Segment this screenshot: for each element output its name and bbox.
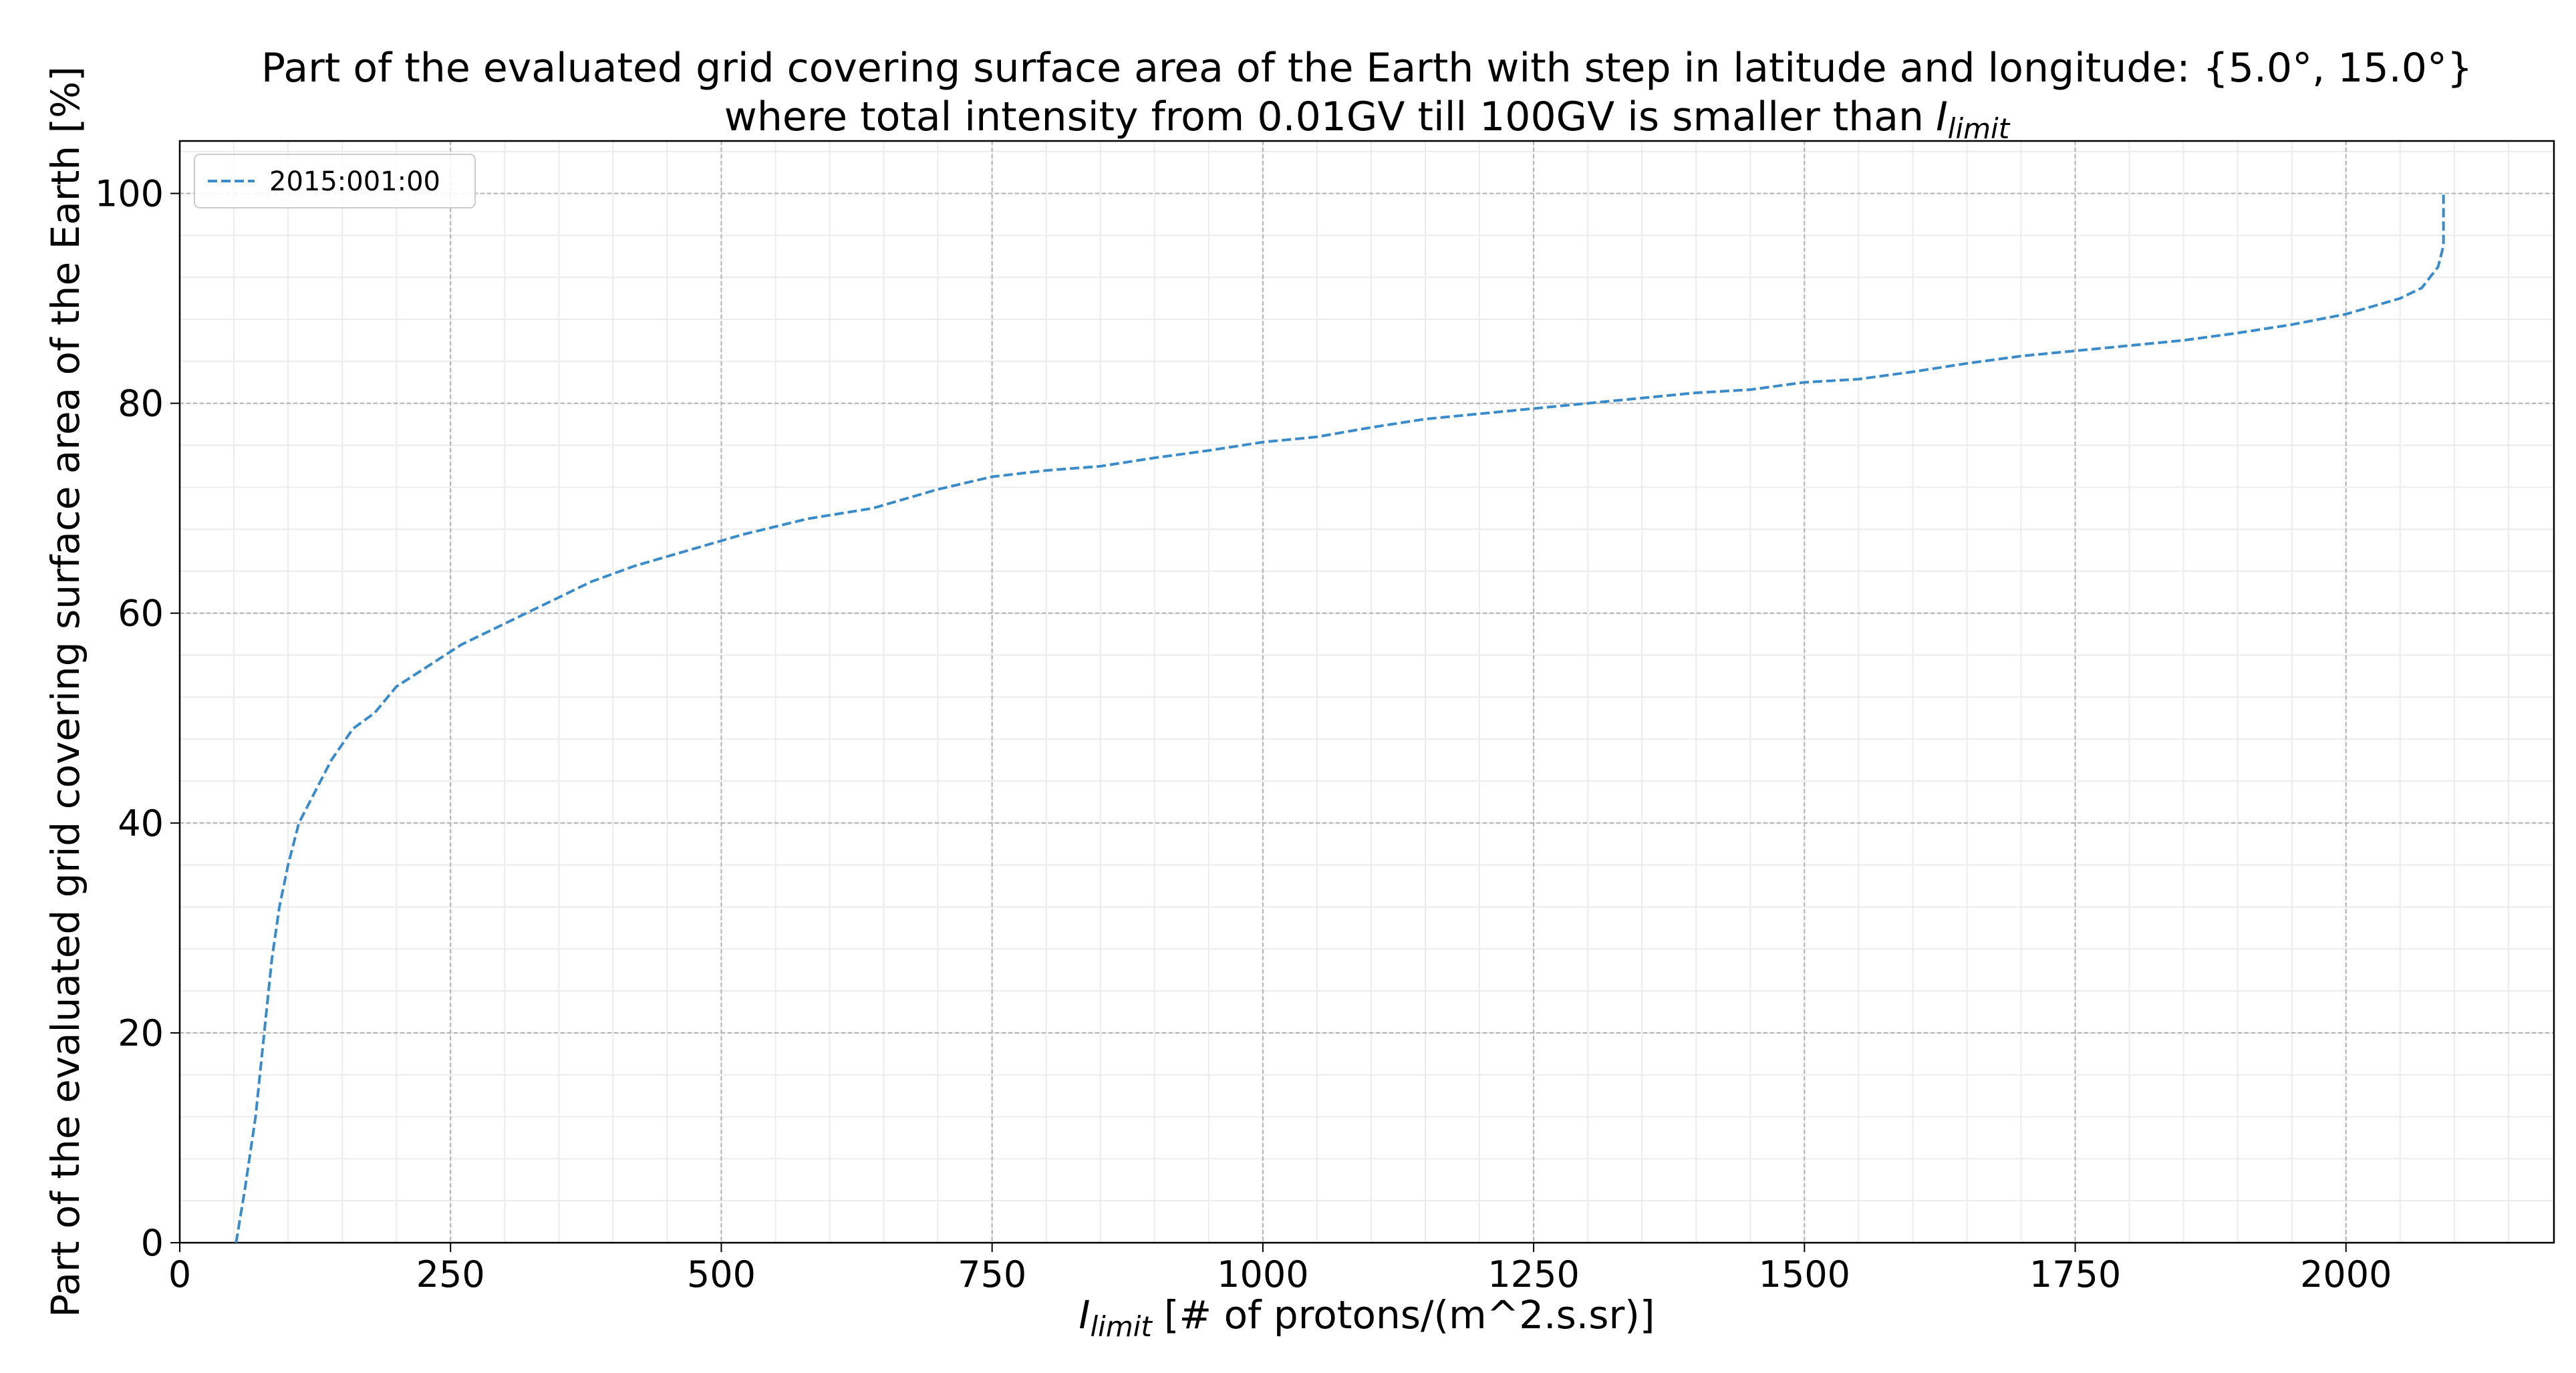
x-tick-label: 500 xyxy=(687,1253,756,1295)
y-tick-label: 40 xyxy=(118,802,164,845)
chart-title: where total intensity from 0.01GV till 1… xyxy=(724,94,2011,145)
x-tick-label: 1500 xyxy=(1759,1253,1850,1295)
y-tick-label: 0 xyxy=(141,1222,164,1264)
legend-box xyxy=(194,154,476,208)
x-tick-label: 750 xyxy=(958,1253,1026,1295)
x-tick-label: 1250 xyxy=(1487,1253,1579,1295)
x-tick-label: 250 xyxy=(416,1253,485,1295)
x-label-text: [# of protons/(m^2.s.sr)] xyxy=(1164,1292,1655,1338)
y-tick-label: 100 xyxy=(95,173,164,215)
x-tick-label: 1750 xyxy=(2029,1253,2121,1295)
legend-label: 2015:001:00 xyxy=(269,166,440,197)
y-axis-label: Part of the evaluated grid covering surf… xyxy=(43,66,88,1318)
y-tick-label: 60 xyxy=(118,593,164,635)
plot-frame xyxy=(178,140,2555,1244)
x-axis-label: Ilimit [# of protons/(m^2.s.sr)] xyxy=(1079,1292,1655,1343)
title-symbol: I xyxy=(1936,94,1948,140)
data-line xyxy=(235,193,2445,1243)
x-label-symbol: I xyxy=(1079,1292,1090,1338)
legend: 2015:001:00 xyxy=(194,154,476,208)
chart-title: Part of the evaluated grid covering surf… xyxy=(261,45,2472,92)
x-tick-label: 1000 xyxy=(1217,1253,1308,1295)
x-label-symbol-sub: limit xyxy=(1091,1310,1153,1343)
title-text: where total intensity from 0.01GV till 1… xyxy=(724,94,1924,140)
y-tick-label: 20 xyxy=(118,1012,164,1054)
title-symbol-sub: limit xyxy=(1948,112,2011,145)
y-tick-label: 80 xyxy=(118,383,164,425)
x-tick-label: 2000 xyxy=(2300,1253,2392,1295)
x-tick-label: 0 xyxy=(168,1253,191,1295)
